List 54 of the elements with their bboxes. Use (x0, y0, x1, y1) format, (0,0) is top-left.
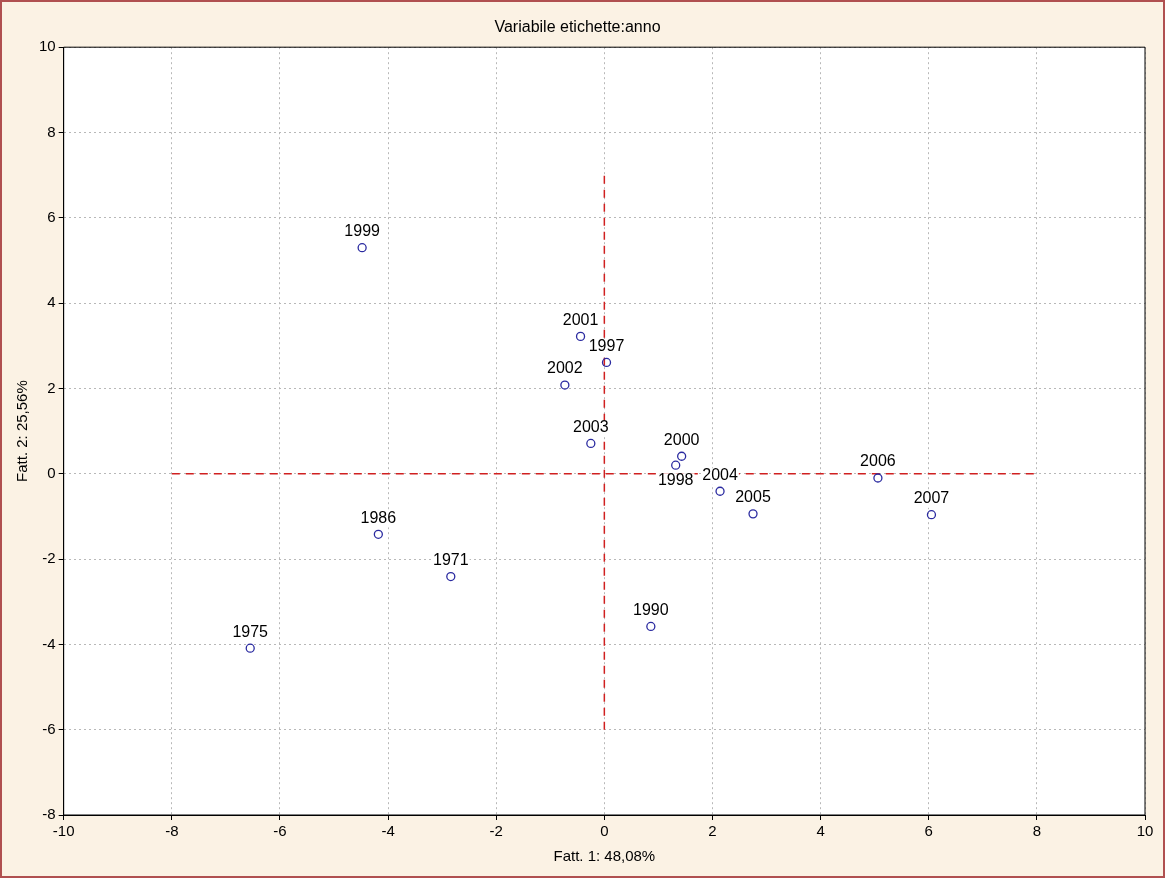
y-tick-label: 0 (47, 463, 56, 481)
annotation: 2004 (702, 465, 738, 483)
x-tick-label: 8 (1032, 822, 1042, 840)
y-tick-label: 4 (47, 293, 56, 311)
y-tick-label: -4 (42, 634, 56, 652)
x-tick-label: 10 (1136, 822, 1154, 840)
y-tick-label: -6 (42, 719, 56, 737)
x-tick-label: -6 (273, 822, 287, 840)
annotation: 2001 (562, 310, 599, 328)
annotation: 2005 (735, 488, 771, 506)
x-axis-title: Fatt. 1: 48,08% (553, 847, 656, 865)
point (357, 243, 367, 253)
point (671, 460, 681, 470)
annotation: 2006 (860, 452, 896, 470)
annotation: 1986 (360, 508, 397, 526)
point (560, 380, 570, 390)
point (586, 438, 596, 449)
x-tick-label: -8 (165, 822, 179, 840)
annotation: 2000 (663, 430, 700, 448)
y-tick-label: 10 (39, 37, 56, 55)
point (926, 510, 937, 520)
x-tick-label: -10 (52, 822, 75, 840)
annotation: 2003 (573, 417, 609, 435)
point (446, 571, 456, 582)
point (873, 473, 883, 483)
y-axis-title: Fatt. 2: 25,56% (13, 380, 31, 482)
x-tick-label: -2 (489, 822, 503, 840)
point (601, 357, 612, 368)
y-tick-label: -8 (42, 805, 56, 823)
y-tick-label: 2 (47, 378, 56, 396)
x-tick-label: 0 (600, 822, 609, 840)
annotation: 2007 (913, 489, 950, 507)
point (245, 643, 255, 653)
annotation: 1971 (433, 550, 469, 568)
annotation: 1999 (344, 222, 381, 240)
x-tick-label: 6 (924, 822, 933, 840)
annotation: 1997 (588, 336, 625, 354)
annotation: 2002 (547, 359, 583, 377)
y-tick-label: -2 (42, 549, 56, 567)
point (715, 486, 725, 496)
annotation: 1998 (657, 470, 694, 488)
annotation: 1975 (232, 622, 269, 640)
point (373, 529, 383, 539)
y-tick-label: 6 (47, 207, 56, 225)
point (646, 621, 656, 632)
point (677, 451, 687, 461)
y-tick-label: 8 (47, 122, 56, 140)
annotation: 1990 (633, 600, 669, 618)
x-tick-label: 4 (816, 822, 825, 840)
chart-title: Variabile etichette:anno (494, 18, 661, 36)
x-tick-label: -4 (381, 822, 395, 840)
x-tick-label: 2 (708, 822, 717, 840)
point (575, 331, 586, 342)
point (748, 509, 758, 519)
